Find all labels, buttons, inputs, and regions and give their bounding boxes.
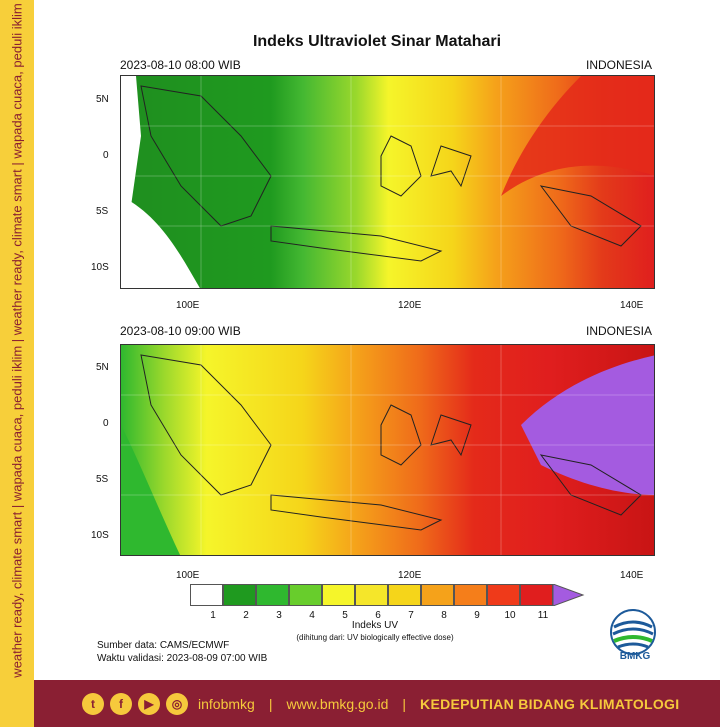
facebook-icon[interactable]: f bbox=[110, 692, 132, 715]
uv-map-0900-field bbox=[121, 345, 654, 555]
lat-tick-10s-2: 10S bbox=[91, 530, 109, 541]
lon-tick-100e-2: 100E bbox=[176, 570, 200, 581]
footer-separator: | bbox=[268, 695, 273, 712]
footer-separator: | bbox=[402, 695, 407, 712]
social-handle[interactable]: infobmkg bbox=[198, 695, 255, 712]
legend-level-label: 9 bbox=[474, 610, 480, 621]
legend-level-label: 2 bbox=[243, 610, 249, 621]
legend-color-box bbox=[322, 584, 355, 606]
legend-level-label: 1 bbox=[210, 610, 216, 621]
lon-tick-100e: 100E bbox=[176, 300, 200, 311]
uv-map-0800-field bbox=[121, 76, 654, 288]
legend-color-box bbox=[520, 584, 553, 606]
panel-1-time: 2023-08-10 08:00 WIB bbox=[120, 58, 241, 72]
map-title: Indeks Ultraviolet Sinar Matahari bbox=[252, 33, 502, 50]
validity-text: Waktu validasi: 2023-08-09 07:00 WIB bbox=[97, 653, 268, 664]
legend-level-label: 10 bbox=[504, 610, 516, 621]
lon-tick-140e-2: 140E bbox=[620, 570, 644, 581]
legend-level-label: 6 bbox=[375, 610, 381, 621]
twitter-icon[interactable]: t bbox=[82, 692, 104, 715]
lon-tick-120e-2: 120E bbox=[398, 570, 422, 581]
legend-color-box bbox=[355, 584, 388, 606]
panel-2-region: INDONESIA bbox=[586, 324, 653, 338]
source-text: Sumber data: CAMS/ECMWF bbox=[97, 640, 230, 651]
legend-color-box bbox=[454, 584, 487, 606]
uv-map-0800 bbox=[120, 75, 655, 289]
panel-2-time: 2023-08-10 09:00 WIB bbox=[120, 324, 241, 338]
legend-level-label: 8 bbox=[441, 610, 447, 621]
lat-tick-0: 0 bbox=[103, 150, 109, 161]
legend-color-box bbox=[289, 584, 322, 606]
social-icons: t f ▶ ◎ bbox=[82, 692, 188, 715]
legend-subtitle: (dihitung dari: UV biologically effectiv… bbox=[296, 633, 454, 642]
legend-title: Indeks UV bbox=[351, 620, 399, 631]
legend-level-label: 7 bbox=[408, 610, 414, 621]
legend-level-label: 11 bbox=[537, 610, 549, 621]
lat-tick-5s-2: 5S bbox=[96, 474, 109, 485]
instagram-icon[interactable]: ◎ bbox=[166, 692, 188, 715]
lat-tick-5n: 5N bbox=[96, 94, 109, 105]
legend-color-box bbox=[388, 584, 421, 606]
lat-tick-5s: 5S bbox=[96, 206, 109, 217]
org-name: KEDEPUTIAN BIDANG KLIMATOLOGI bbox=[420, 695, 680, 712]
side-slogan: weather ready, climate smart | wapada cu… bbox=[9, 2, 25, 678]
side-band bbox=[0, 0, 34, 727]
legend-color-box bbox=[256, 584, 289, 606]
lon-tick-120e: 120E bbox=[398, 300, 422, 311]
legend-level-label: 5 bbox=[342, 610, 348, 621]
lat-tick-0-2: 0 bbox=[103, 418, 109, 429]
legend-level-label: 3 bbox=[276, 610, 282, 621]
uv-legend-colorbar bbox=[190, 584, 553, 606]
youtube-icon[interactable]: ▶ bbox=[138, 692, 160, 715]
legend-color-box bbox=[190, 584, 223, 606]
lon-tick-140e: 140E bbox=[620, 300, 644, 311]
footer-bar: t f ▶ ◎ infobmkg | www.bmkg.go.id | KEDE… bbox=[34, 680, 720, 727]
panel-1-region: INDONESIA bbox=[586, 58, 653, 72]
uv-map-0900 bbox=[120, 344, 655, 556]
legend-color-box bbox=[487, 584, 520, 606]
bmkg-logo-text: BMKG bbox=[619, 651, 651, 662]
legend-level-label: 4 bbox=[309, 610, 315, 621]
legend-color-box bbox=[223, 584, 256, 606]
legend-color-box bbox=[421, 584, 454, 606]
website-link[interactable]: www.bmkg.go.id bbox=[286, 695, 389, 712]
legend-arrow-icon bbox=[553, 584, 585, 606]
bmkg-logo-icon bbox=[610, 609, 656, 655]
lat-tick-5n-2: 5N bbox=[96, 362, 109, 373]
lat-tick-10s: 10S bbox=[91, 262, 109, 273]
